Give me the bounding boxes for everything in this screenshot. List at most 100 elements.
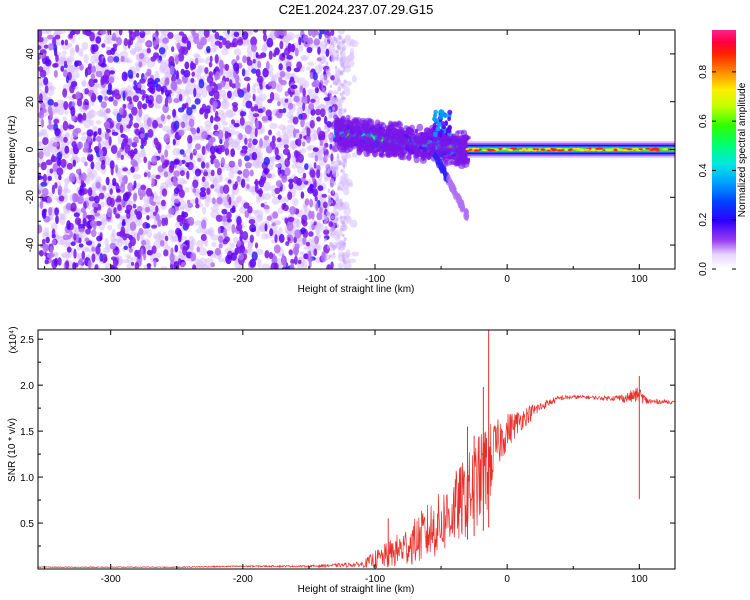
heatmap-cell xyxy=(233,48,242,56)
heatmap-cell xyxy=(178,31,185,36)
heatmap-cell xyxy=(337,77,340,82)
heatmap-cell xyxy=(325,154,328,159)
heatmap-cell xyxy=(147,129,154,138)
heatmap-cell xyxy=(89,119,95,127)
heatmap-cell xyxy=(167,229,175,238)
heatmap-cell xyxy=(343,215,347,221)
heatmap-cell xyxy=(297,166,305,174)
heatmap-cell xyxy=(230,193,235,201)
heatmap-cell xyxy=(230,148,235,158)
y-tick-label: 1.0 xyxy=(20,473,34,484)
heatmap-cell xyxy=(175,227,182,236)
heatmap-cell xyxy=(182,245,188,256)
heatmap-cell xyxy=(233,31,240,37)
heatmap-cell xyxy=(45,159,53,166)
heatmap-cell xyxy=(236,39,244,46)
heatmap-cell xyxy=(181,36,189,44)
heatmap-cell xyxy=(65,260,69,269)
heatmap-cell xyxy=(218,174,224,183)
heatmap-cell xyxy=(214,71,221,80)
heatmap-cell xyxy=(78,228,85,233)
heatmap-cell xyxy=(330,200,334,204)
heatmap-cell xyxy=(159,61,169,72)
heatmap-cell xyxy=(465,148,470,151)
heatmap-cell xyxy=(164,235,169,242)
heatmap-cell xyxy=(187,217,191,223)
heatmap-cell xyxy=(84,30,88,36)
heatmap-cell xyxy=(108,136,112,146)
heatmap-cell xyxy=(314,108,322,116)
heatmap-cell xyxy=(60,158,67,168)
heatmap-cell xyxy=(316,116,321,122)
heatmap-cell xyxy=(330,179,335,184)
heatmap-cell xyxy=(265,145,273,154)
heatmap-cell xyxy=(190,60,194,71)
heatmap-cell xyxy=(58,30,67,35)
heatmap-cell xyxy=(193,87,197,98)
heatmap-cell xyxy=(183,69,191,78)
heatmap-cell xyxy=(94,264,99,269)
snr-series-line xyxy=(38,387,675,569)
heatmap-cell xyxy=(196,246,200,253)
heatmap-cell xyxy=(254,95,260,105)
heatmap-cell xyxy=(268,252,274,259)
heatmap-cell xyxy=(73,233,77,241)
heatmap-cell xyxy=(106,207,113,218)
heatmap-cell xyxy=(263,33,267,42)
heatmap-cell xyxy=(222,126,227,133)
heatmap-cell xyxy=(195,258,200,264)
heatmap-cell xyxy=(225,77,230,82)
heatmap-cell xyxy=(442,140,451,147)
heatmap-cell xyxy=(307,61,315,67)
heatmap-cell xyxy=(201,176,206,183)
heatmap-cell xyxy=(351,152,358,158)
heatmap-cell xyxy=(77,232,86,239)
heatmap-cell xyxy=(234,181,238,188)
heatmap-cell xyxy=(63,60,68,66)
heatmap-cell xyxy=(41,210,47,219)
heatmap-cell xyxy=(341,233,345,238)
heatmap-cell xyxy=(44,251,48,257)
heatmap-cell xyxy=(83,119,91,129)
heatmap-cell xyxy=(221,215,228,222)
heatmap-cell xyxy=(205,162,210,169)
heatmap-cell xyxy=(107,55,115,63)
heatmap-cell xyxy=(325,257,329,261)
heatmap-cell xyxy=(39,250,44,257)
heatmap-cell xyxy=(92,137,96,142)
heatmap-cell xyxy=(186,40,191,51)
heatmap-cell xyxy=(332,189,335,195)
heatmap-cell xyxy=(339,198,343,203)
snr-frame xyxy=(37,329,676,570)
heatmap-cell xyxy=(112,99,118,107)
heatmap-cell xyxy=(73,248,77,259)
heatmap-cell xyxy=(120,225,126,236)
heatmap-cell xyxy=(326,70,329,75)
heatmap-cell xyxy=(216,197,223,205)
heatmap-cell xyxy=(294,229,302,239)
heatmap-cell xyxy=(192,264,197,269)
heatmap-cell xyxy=(338,145,345,153)
heatmap-cell xyxy=(146,117,152,127)
heatmap-cell xyxy=(312,72,318,81)
heatmap-cell xyxy=(145,96,149,104)
heatmap-cell xyxy=(269,228,274,237)
heatmap-cell xyxy=(442,155,448,164)
heatmap-cell xyxy=(145,41,152,47)
heatmap-cell xyxy=(70,241,76,246)
heatmap-cell xyxy=(442,169,447,175)
heatmap-cell xyxy=(40,181,48,187)
heatmap-cell xyxy=(551,149,558,151)
heatmap-cell xyxy=(39,200,44,210)
heatmap-cell xyxy=(173,261,180,269)
colorbar: 0.00.20.40.60.8 Normalized spectral ampl… xyxy=(698,30,748,276)
heatmap-cell xyxy=(275,155,281,161)
heatmap-cell xyxy=(66,58,73,66)
heatmap-cell xyxy=(645,147,652,150)
heatmap-cell xyxy=(139,78,146,84)
heatmap-cell xyxy=(317,46,321,55)
heatmap-cell xyxy=(243,76,251,82)
heatmap-cell xyxy=(160,154,165,164)
heatmap-cell xyxy=(302,103,306,112)
heatmap-cell xyxy=(99,30,107,35)
